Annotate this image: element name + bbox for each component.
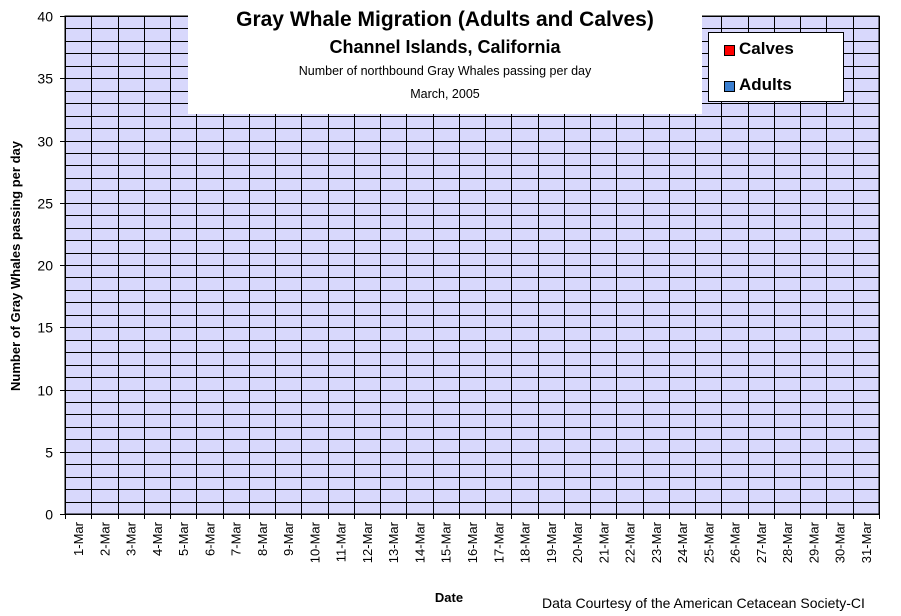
legend-item-adults: Adults [724, 75, 792, 95]
y-tick-label: 40 [37, 9, 53, 25]
chart-subtitle-3: March, 2005 [410, 87, 480, 101]
y-axis-label: Number of Gray Whales passing per day [8, 140, 23, 391]
x-tick-label: 15-Mar [439, 521, 454, 563]
x-tick-label: 29-Mar [806, 521, 821, 563]
data-credit: Data Courtesy of the American Cetacean S… [542, 595, 865, 611]
x-tick-label: 2-Mar [97, 521, 112, 556]
legend-swatch-calves [724, 45, 735, 56]
x-axis-label: Date [435, 590, 463, 605]
x-tick-label: 18-Mar [518, 521, 533, 563]
y-tick-label: 0 [45, 507, 53, 523]
legend: Calves Adults [708, 32, 844, 102]
y-tick-label: 20 [37, 258, 53, 274]
x-tick-label: 16-Mar [465, 521, 480, 563]
legend-item-calves: Calves [724, 39, 794, 59]
x-tick-label: 12-Mar [360, 521, 375, 563]
title-box: Gray Whale Migration (Adults and Calves)… [188, 4, 702, 114]
x-tick-label: 3-Mar [124, 521, 139, 556]
legend-swatch-adults [724, 81, 735, 92]
chart-title: Gray Whale Migration (Adults and Calves) [236, 8, 654, 31]
x-tick-label: 10-Mar [307, 521, 322, 563]
x-tick-label: 30-Mar [833, 521, 848, 563]
x-tick-label: 19-Mar [544, 521, 559, 563]
x-tick-label: 31-Mar [859, 521, 874, 563]
y-tick-label: 15 [37, 320, 53, 336]
chart-subtitle: Channel Islands, California [329, 37, 561, 57]
x-tick-label: 8-Mar [255, 521, 270, 556]
legend-label-calves: Calves [739, 39, 794, 58]
x-tick-label: 5-Mar [176, 521, 191, 556]
x-tick-label: 1-Mar [71, 521, 86, 556]
x-tick-label: 22-Mar [623, 521, 638, 563]
x-tick-label: 26-Mar [728, 521, 743, 563]
x-tick-label: 14-Mar [412, 521, 427, 563]
x-tick-label: 28-Mar [780, 521, 795, 563]
y-tick-label: 10 [37, 383, 53, 399]
x-tick-label: 21-Mar [596, 521, 611, 563]
x-tick-label: 7-Mar [229, 521, 244, 556]
chart-subtitle-2: Number of northbound Gray Whales passing… [298, 64, 592, 78]
legend-label-adults: Adults [739, 75, 792, 94]
x-tick-label: 11-Mar [334, 521, 349, 562]
y-tick-label: 5 [45, 445, 53, 461]
y-tick-label: 25 [37, 196, 53, 212]
y-tick-label: 30 [37, 134, 53, 150]
x-tick-label: 17-Mar [491, 521, 506, 563]
x-tick-label: 13-Mar [386, 521, 401, 563]
x-tick-label: 6-Mar [202, 521, 217, 556]
x-tick-label: 4-Mar [150, 521, 165, 556]
y-axis: 0 5 10 15 20 25 30 35 40 [37, 9, 65, 523]
x-tick-label: 24-Mar [675, 521, 690, 563]
x-tick-label: 9-Mar [281, 521, 296, 556]
y-tick-label: 35 [37, 71, 53, 87]
x-axis: 1-Mar 2-Mar 3-Mar 4-Mar 5-Mar 6-Mar 7-Mar 8-Mar… [65, 514, 880, 563]
x-tick-label: 23-Mar [649, 521, 664, 563]
x-tick-label: 20-Mar [570, 521, 585, 563]
x-tick-label: 25-Mar [701, 521, 716, 563]
x-tick-label: 27-Mar [754, 521, 769, 563]
